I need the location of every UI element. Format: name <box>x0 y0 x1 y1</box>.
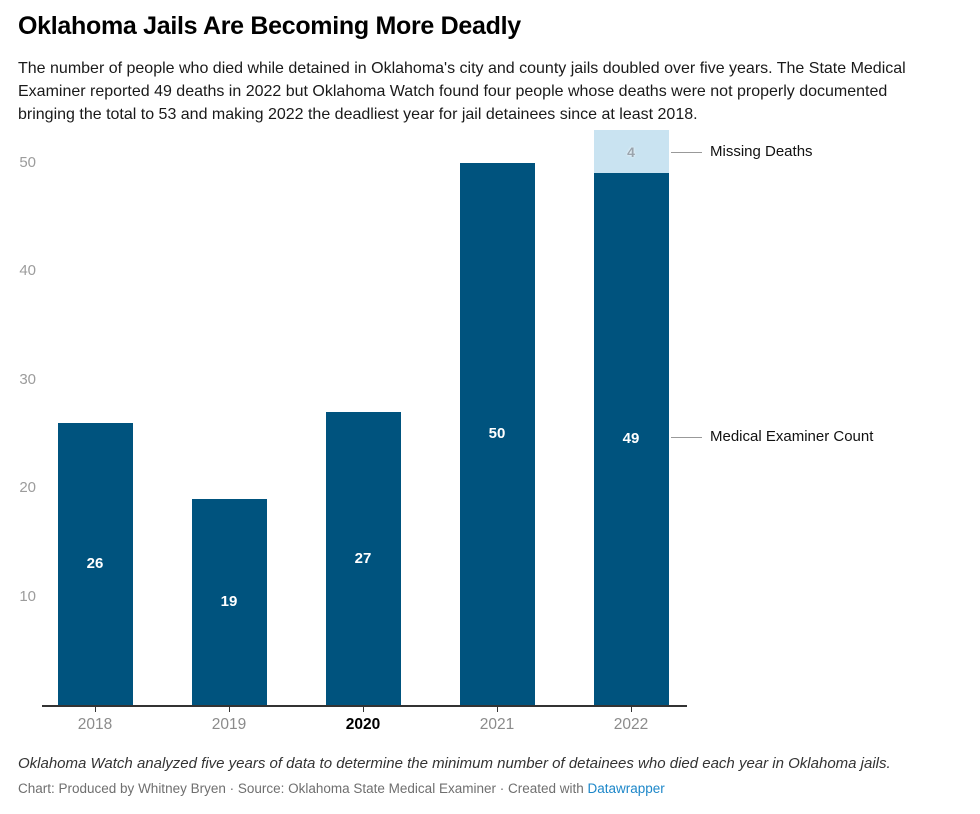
x-axis-label-2019: 2019 <box>211 716 247 733</box>
y-axis-tick-label: 50 <box>19 153 36 171</box>
annotation-label: Medical Examiner Count <box>710 428 874 445</box>
chart-description: The number of people who died while deta… <box>18 57 970 126</box>
annotation-label: Missing Deaths <box>710 142 813 160</box>
x-axis-label-2020: 2020 <box>345 716 381 733</box>
bar-medical-examiner-count <box>191 498 267 705</box>
chart-byline: Chart: Produced by Whitney Bryen · Sourc… <box>18 781 968 796</box>
y-axis-tick-label: 40 <box>19 262 36 279</box>
x-axis-tick <box>362 705 364 712</box>
bar-value-label: 49 <box>622 430 640 448</box>
y-axis-tick-label: 10 <box>19 587 36 605</box>
bar-medical-examiner-count <box>325 412 401 705</box>
bar-missing-value-label: 4 <box>627 143 635 160</box>
datawrapper-link[interactable]: Datawrapper <box>587 781 665 796</box>
description-line-2: Examiner reported 49 deaths in 2022 but … <box>18 83 888 100</box>
byline-text: Chart: Produced by Whitney Bryen · Sourc… <box>18 781 588 796</box>
bar-medical-examiner-count <box>57 422 133 705</box>
x-axis-tick <box>630 705 632 712</box>
x-axis-label-2018: 2018 <box>77 716 113 733</box>
bar-value-label: 19 <box>220 592 238 610</box>
x-axis-line <box>42 705 687 707</box>
x-axis-label-2022: 2022 <box>613 716 649 733</box>
x-axis-tick <box>496 705 498 712</box>
chart-title: Oklahoma Jails Are Becoming More Deadly <box>18 12 521 40</box>
bar-value-label: 50 <box>488 424 506 442</box>
description-line-1: The number of people who died while deta… <box>18 60 906 77</box>
chart-footnote: Oklahoma Watch analyzed five years of da… <box>18 755 891 772</box>
annotation-leader-line <box>671 151 702 153</box>
bar-medical-examiner-count <box>459 162 535 705</box>
bar-medical-examiner-count <box>593 173 669 705</box>
y-axis-tick-label: 20 <box>19 479 36 496</box>
annotation-leader-line <box>671 437 702 438</box>
bar-missing-deaths <box>593 129 669 174</box>
bar-value-label: 26 <box>86 554 104 572</box>
bar-value-label: 27 <box>354 549 372 567</box>
x-axis-tick <box>94 705 96 712</box>
description-line-3: bringing the total to 53 and making 2022… <box>18 106 698 123</box>
x-axis-tick <box>228 705 230 712</box>
x-axis-label-2021: 2021 <box>479 716 515 733</box>
y-axis-tick-label: 30 <box>19 370 36 388</box>
